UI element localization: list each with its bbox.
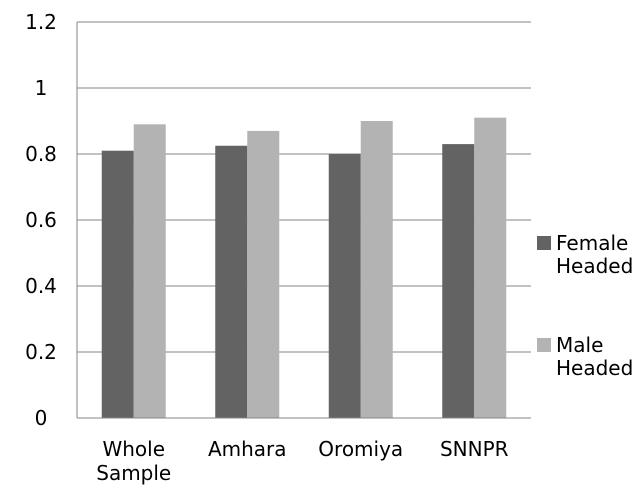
bars <box>101 117 507 419</box>
bar-female-headed-snnpr <box>442 144 475 418</box>
bar-female-headed-whole-sample <box>101 150 134 418</box>
y-tick-label: 0.6 <box>25 208 57 232</box>
y-tick-label: 0.4 <box>25 274 57 298</box>
y-axis-ticks: 0 0.2 0.4 0.6 0.8 1 1.2 <box>25 10 57 430</box>
y-tick-label: 0 <box>35 406 48 430</box>
legend-swatch-female-headed <box>537 236 551 250</box>
y-tick-label: 1.2 <box>25 10 57 34</box>
x-category-label: SNNPR <box>440 437 509 461</box>
x-axis-categories: Whole Sample Amhara Oromiya SNNPR <box>96 437 508 485</box>
bar-male-headed-oromiya <box>360 121 393 418</box>
legend-swatch-male-headed <box>537 338 551 352</box>
x-category-label: Amhara <box>208 437 287 461</box>
x-category-label: Whole Sample <box>96 437 171 485</box>
bar-male-headed-amhara <box>247 130 280 418</box>
x-category-label: Oromiya <box>318 437 403 461</box>
y-tick-label: 0.8 <box>25 142 57 166</box>
bar-male-headed-snnpr <box>474 117 507 418</box>
legend: Female Headed Male Headed <box>537 231 632 380</box>
axes <box>76 22 531 419</box>
bar-female-headed-oromiya <box>328 154 361 418</box>
legend-label-male-headed: Male Headed <box>556 333 632 380</box>
bar-male-headed-whole-sample <box>133 124 166 419</box>
y-tick-label: 0.2 <box>25 340 57 364</box>
legend-label-female-headed: Female Headed <box>556 231 632 278</box>
bar-female-headed-amhara <box>215 145 248 418</box>
y-tick-label: 1 <box>35 76 48 100</box>
